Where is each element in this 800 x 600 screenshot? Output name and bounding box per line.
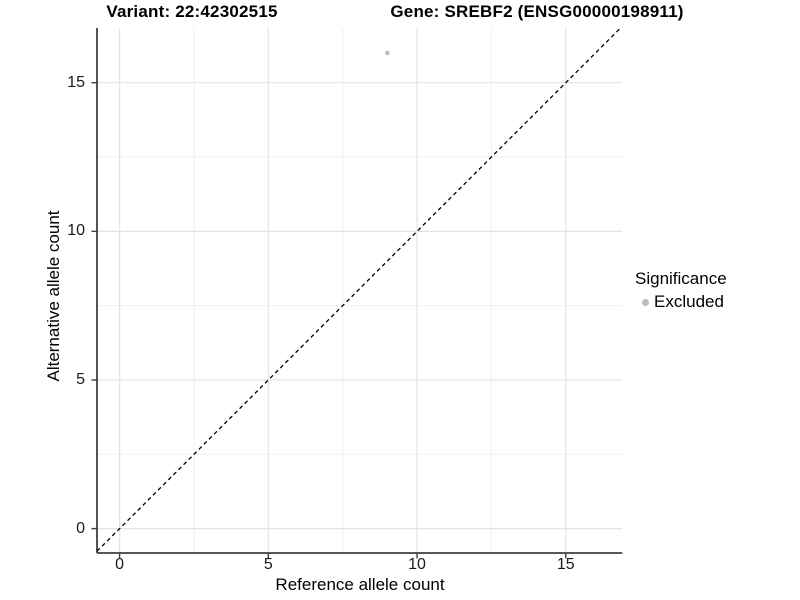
y-tick-label-15: 15 [67,73,85,91]
legend-item-excluded: Excluded [635,292,727,312]
x-tick-label-10: 10 [408,556,426,573]
legend-title: Significance [635,269,727,288]
y-tick-label-5: 5 [76,370,85,388]
legend-key-dot-icon [642,298,649,306]
plot-title-variant: Variant: 22:42302515 [106,2,278,21]
y-tick-label-0: 0 [76,519,85,537]
legend: Significance Excluded [635,269,727,312]
x-tick-label-0: 0 [115,556,125,573]
y-axis-title: Alternative allele count [44,210,63,382]
x-tick-label-15: 15 [556,556,575,573]
x-tick-label-5: 5 [263,556,273,573]
plot-title-gene: Gene: SREBF2 (ENSG00000198911) [390,2,684,21]
legend-items: Excluded [635,292,727,312]
identity-dashed-line [96,27,621,552]
legend-item-label: Excluded [654,292,724,311]
x-axis-title: Reference allele count [275,575,445,594]
y-tick-label-10: 10 [67,222,85,240]
data-point-excluded [385,50,390,56]
